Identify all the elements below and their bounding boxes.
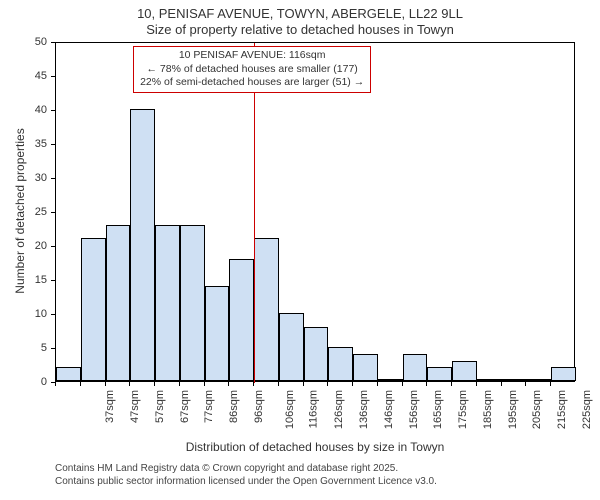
plot-area xyxy=(55,42,575,382)
x-tick-label: 146sqm xyxy=(383,390,395,429)
y-tick xyxy=(51,42,55,43)
x-tick xyxy=(327,382,328,386)
histogram-bar xyxy=(180,225,205,381)
y-tick xyxy=(51,76,55,77)
y-tick xyxy=(51,246,55,247)
x-tick-label: 116sqm xyxy=(308,390,320,428)
annotation-line: ← 78% of detached houses are smaller (17… xyxy=(140,63,364,77)
y-tick xyxy=(51,280,55,281)
y-tick xyxy=(51,110,55,111)
x-tick xyxy=(352,382,353,386)
x-tick-label: 106sqm xyxy=(284,390,296,429)
y-tick-label: 25 xyxy=(0,206,47,218)
x-tick xyxy=(501,382,502,386)
histogram-bar xyxy=(551,367,576,381)
chart-title-main: 10, PENISAF AVENUE, TOWYN, ABERGELE, LL2… xyxy=(0,6,600,21)
y-tick xyxy=(51,212,55,213)
histogram-bar xyxy=(279,313,304,381)
footer-line-1: Contains HM Land Registry data © Crown c… xyxy=(55,462,437,475)
y-tick-label: 10 xyxy=(0,308,47,320)
histogram-bar xyxy=(403,354,428,381)
x-tick-label: 185sqm xyxy=(482,390,494,429)
x-tick xyxy=(105,382,106,386)
x-tick-label: 47sqm xyxy=(129,390,141,423)
reference-marker-line xyxy=(254,43,255,383)
x-tick-label: 205sqm xyxy=(531,390,543,429)
histogram-bar xyxy=(378,379,403,381)
x-tick-label: 126sqm xyxy=(333,390,345,429)
x-tick xyxy=(402,382,403,386)
y-tick xyxy=(51,314,55,315)
x-tick xyxy=(228,382,229,386)
histogram-bar xyxy=(81,238,106,381)
y-tick xyxy=(51,144,55,145)
x-axis-label: Distribution of detached houses by size … xyxy=(55,440,575,454)
histogram-bar xyxy=(452,361,477,381)
chart-container: 10, PENISAF AVENUE, TOWYN, ABERGELE, LL2… xyxy=(0,0,600,500)
y-tick-label: 5 xyxy=(0,342,47,354)
y-tick-label: 40 xyxy=(0,104,47,116)
y-tick-label: 20 xyxy=(0,240,47,252)
y-tick-label: 45 xyxy=(0,70,47,82)
x-tick xyxy=(303,382,304,386)
x-tick xyxy=(179,382,180,386)
histogram-bar xyxy=(477,379,502,381)
histogram-bar xyxy=(106,225,131,381)
footer-line-2: Contains public sector information licen… xyxy=(55,475,437,488)
x-tick xyxy=(129,382,130,386)
x-tick xyxy=(377,382,378,386)
x-tick-label: 67sqm xyxy=(179,390,191,423)
x-tick-label: 86sqm xyxy=(228,390,240,423)
x-tick-label: 96sqm xyxy=(253,390,265,423)
x-tick-label: 215sqm xyxy=(556,390,568,429)
x-tick-label: 165sqm xyxy=(432,390,444,429)
x-tick xyxy=(525,382,526,386)
histogram-bar xyxy=(205,286,230,381)
y-tick-label: 50 xyxy=(0,36,47,48)
x-tick-label: 195sqm xyxy=(507,390,519,429)
y-tick-label: 0 xyxy=(0,376,47,388)
marker-annotation: 10 PENISAF AVENUE: 116sqm← 78% of detach… xyxy=(133,46,371,93)
x-tick xyxy=(55,382,56,386)
x-tick xyxy=(426,382,427,386)
x-tick-label: 37sqm xyxy=(104,390,116,423)
x-tick-label: 77sqm xyxy=(203,390,215,423)
x-tick-label: 156sqm xyxy=(408,390,420,429)
x-tick xyxy=(204,382,205,386)
y-tick-label: 35 xyxy=(0,138,47,150)
y-tick xyxy=(51,178,55,179)
x-tick-label: 136sqm xyxy=(358,390,370,429)
x-tick xyxy=(253,382,254,386)
y-tick-label: 30 xyxy=(0,172,47,184)
x-tick xyxy=(154,382,155,386)
x-tick xyxy=(451,382,452,386)
chart-title-sub: Size of property relative to detached ho… xyxy=(0,22,600,37)
histogram-bar xyxy=(304,327,329,381)
annotation-line: 22% of semi-detached houses are larger (… xyxy=(140,76,364,90)
x-tick xyxy=(278,382,279,386)
histogram-bar xyxy=(353,354,378,381)
annotation-line: 10 PENISAF AVENUE: 116sqm xyxy=(140,49,364,63)
histogram-bar xyxy=(427,367,452,381)
histogram-bar xyxy=(56,367,81,381)
histogram-bar xyxy=(328,347,353,381)
chart-footer: Contains HM Land Registry data © Crown c… xyxy=(55,462,437,488)
histogram-bar xyxy=(130,109,155,381)
x-tick-label: 225sqm xyxy=(581,390,593,429)
histogram-bar xyxy=(254,238,279,381)
x-tick-label: 175sqm xyxy=(457,390,469,429)
x-tick-label: 57sqm xyxy=(154,390,166,423)
histogram-bar xyxy=(502,379,527,381)
histogram-bar xyxy=(526,379,551,381)
histogram-bar xyxy=(155,225,180,381)
y-tick-label: 15 xyxy=(0,274,47,286)
x-tick xyxy=(476,382,477,386)
x-tick xyxy=(550,382,551,386)
x-tick xyxy=(80,382,81,386)
histogram-bar xyxy=(229,259,254,381)
y-tick xyxy=(51,348,55,349)
